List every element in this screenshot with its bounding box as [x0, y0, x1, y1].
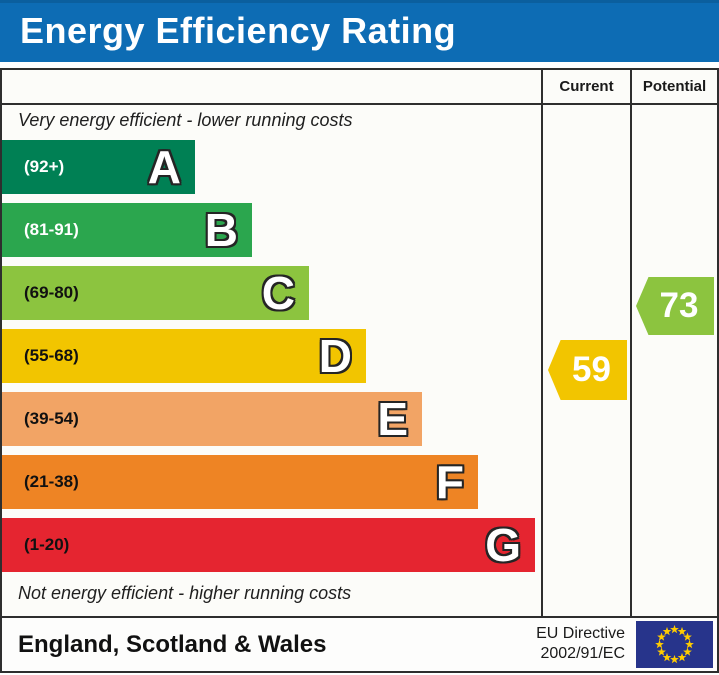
column-divider-current	[541, 70, 543, 616]
band-range-label: (1-20)	[24, 535, 70, 554]
column-divider-potential	[630, 70, 632, 616]
potential-rating-value: 73	[659, 286, 699, 325]
footer: England, Scotland & Wales EU Directive 2…	[0, 616, 719, 673]
band-letter: B	[204, 204, 238, 256]
top-note: Very energy efficient - lower running co…	[18, 110, 353, 130]
table-header-row	[2, 70, 717, 105]
band-row-a: (92+) A	[2, 140, 195, 194]
eu-directive-line2: 2002/91/EC	[540, 645, 625, 662]
current-rating-arrow: 59	[548, 340, 627, 400]
potential-rating-arrow: 73	[636, 277, 714, 335]
band-letter: D	[318, 330, 352, 382]
region-label: England, Scotland & Wales	[18, 631, 327, 658]
band-range-label: (69-80)	[24, 283, 79, 302]
band-row-d: (55-68) D	[2, 329, 366, 383]
energy-rating-table: Current Potential Very energy efficient …	[0, 68, 719, 618]
page-title: Energy Efficiency Rating	[20, 10, 457, 51]
title-bar: Energy Efficiency Rating	[0, 0, 719, 62]
band-row-f: (21-38) F	[2, 455, 478, 509]
band-row-g: (1-20) G	[2, 518, 535, 572]
eu-flag-icon	[636, 621, 713, 668]
potential-column-header: Potential	[642, 78, 707, 95]
band-letter: E	[377, 393, 408, 445]
current-rating-value: 59	[572, 350, 611, 389]
band-letter: F	[435, 456, 464, 508]
band-row-b: (81-91) B	[2, 203, 252, 257]
band-row-c: (69-80) C	[2, 266, 309, 320]
bottom-note: Not energy efficient - higher running co…	[18, 583, 352, 603]
band-range-label: (21-38)	[24, 472, 79, 491]
band-range-label: (39-54)	[24, 409, 79, 428]
eu-directive-line1: EU Directive	[536, 625, 625, 642]
band-letter: C	[261, 267, 295, 319]
band-range-label: (92+)	[24, 157, 65, 176]
eu-directive-label: EU Directive 2002/91/EC	[536, 624, 625, 664]
band-range-label: (81-91)	[24, 220, 79, 239]
current-column-header: Current	[559, 78, 614, 95]
band-range-label: (55-68)	[24, 346, 79, 365]
band-row-e: (39-54) E	[2, 392, 422, 446]
band-letter: A	[147, 141, 181, 193]
band-letter: G	[485, 519, 521, 571]
